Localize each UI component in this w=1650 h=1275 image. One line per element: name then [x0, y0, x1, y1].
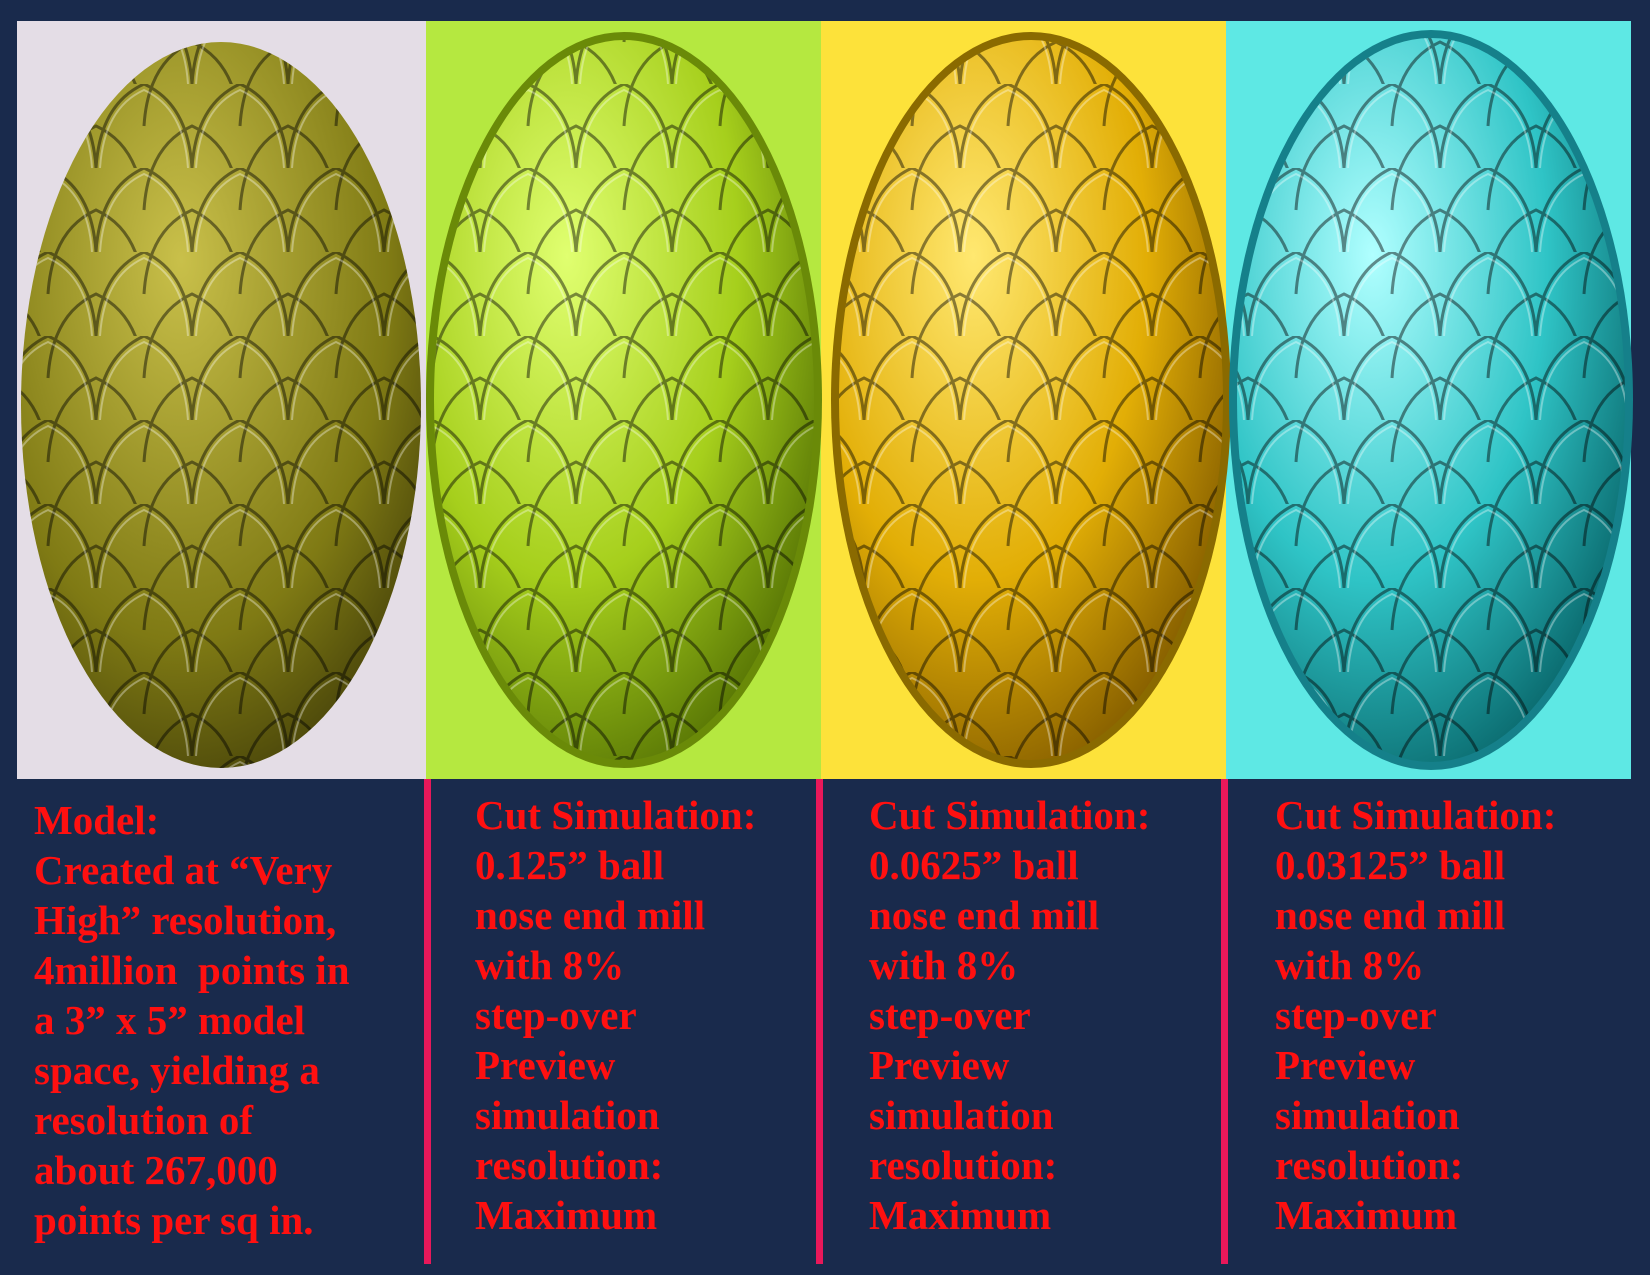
egg-scales [839, 40, 1223, 760]
caption-line: 4million points in [34, 947, 350, 993]
caption-line: step-over [869, 992, 1031, 1038]
caption-line: simulation [869, 1092, 1054, 1138]
caption-line: a 3” x 5” model [34, 997, 306, 1043]
caption-line: Maximum [869, 1192, 1052, 1238]
caption-heading: Model: [34, 797, 160, 843]
caption: Cut Simulation: 0.03125” ball nose end mil… [1275, 790, 1556, 1240]
caption-line: High” resolution, [34, 897, 337, 943]
egg-scales [21, 42, 421, 768]
caption-line: with 8% [1275, 942, 1425, 988]
caption: Model: Created at “Very High” resolution, 4… [34, 795, 350, 1245]
caption: Cut Simulation: 0.125” ball nose end mill w… [475, 790, 756, 1240]
caption-line: nose end mill [1275, 892, 1506, 938]
caption-line: 0.0625” ball [869, 842, 1079, 888]
caption-line: resolution of [34, 1097, 254, 1143]
caption-line: resolution: [869, 1142, 1058, 1188]
egg-scales [434, 40, 814, 760]
caption-line: Created at “Very [34, 847, 333, 893]
caption-line: simulation [475, 1092, 660, 1138]
caption-line: Maximum [475, 1192, 658, 1238]
caption-line: simulation [1275, 1092, 1460, 1138]
caption-line: step-over [475, 992, 637, 1038]
egg-scales [1237, 38, 1625, 762]
caption-line: with 8% [869, 942, 1019, 988]
caption-line: space, yielding a [34, 1047, 320, 1093]
caption: Cut Simulation: 0.0625” ball nose end mill… [869, 790, 1150, 1240]
caption-line: about 267,000 [34, 1147, 278, 1193]
caption-line: Preview [869, 1042, 1010, 1088]
caption-line: nose end mill [869, 892, 1100, 938]
caption-heading: Cut Simulation: [475, 792, 757, 838]
divider [1221, 779, 1228, 1264]
caption-line: Maximum [1275, 1192, 1458, 1238]
caption-line: resolution: [475, 1142, 664, 1188]
caption-line: step-over [1275, 992, 1437, 1038]
caption-line: resolution: [1275, 1142, 1464, 1188]
caption-line: nose end mill [475, 892, 706, 938]
caption-line: points per sq in. [34, 1197, 314, 1243]
caption-line: Preview [1275, 1042, 1416, 1088]
caption-line: 0.03125” ball [1275, 842, 1506, 888]
divider [816, 779, 823, 1264]
caption-line: 0.125” ball [475, 842, 665, 888]
caption-heading: Cut Simulation: [869, 792, 1151, 838]
divider [424, 779, 431, 1264]
caption-line: Preview [475, 1042, 616, 1088]
caption-line: with 8% [475, 942, 625, 988]
caption-heading: Cut Simulation: [1275, 792, 1557, 838]
